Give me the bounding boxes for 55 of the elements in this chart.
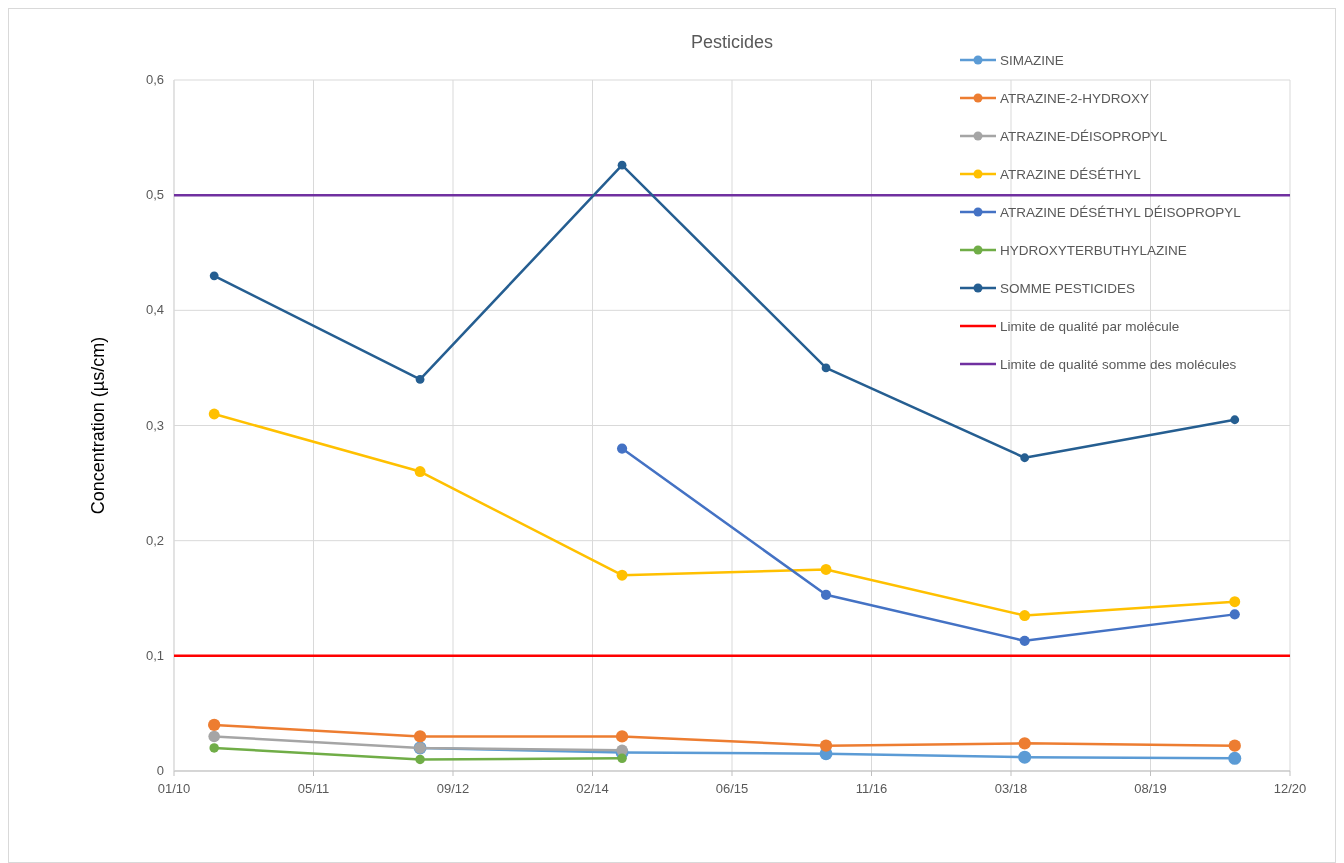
x-tick-label: 08/19 (1134, 781, 1167, 796)
legend-label: ATRAZINE-DÉISOPROPYL (1000, 129, 1168, 144)
x-tick-label: 12/20 (1273, 781, 1307, 796)
point (821, 363, 831, 373)
legend-label: ATRAZINE-2-HYDROXY (1000, 91, 1150, 106)
point (617, 160, 627, 170)
y-tick-label: 0,3 (145, 417, 164, 433)
legend-label: Limite de qualité par molécule (1000, 319, 1180, 334)
legend-label: ATRAZINE DÉSÉTHYL (1000, 167, 1142, 182)
y-tick-label: 0,6 (145, 72, 164, 87)
y-tick-label: 0 (156, 763, 164, 778)
point (1018, 750, 1032, 764)
point (208, 730, 220, 743)
legend-label: ATRAZINE DÉSÉTHYL DÉISOPROPYL (1000, 205, 1242, 220)
y-tick-label: 0,1 (145, 647, 164, 663)
point (1018, 737, 1031, 750)
point (208, 408, 220, 420)
chart-title: Pesticides (690, 32, 774, 52)
point (615, 730, 629, 743)
point (209, 271, 219, 281)
point (819, 739, 833, 752)
point (1228, 739, 1241, 752)
point (616, 569, 628, 581)
point (1228, 751, 1242, 765)
point (1019, 610, 1031, 621)
point (414, 466, 426, 478)
point (209, 743, 219, 753)
legend-label: SIMAZINE (1000, 53, 1064, 68)
point (1020, 453, 1030, 463)
x-tick-label: 09/12 (436, 781, 470, 796)
x-tick-label: 06/15 (715, 781, 749, 796)
legend-label: Limite de qualité somme des molécules (1000, 357, 1237, 372)
y-tick-label: 0,4 (145, 302, 164, 318)
y-tick-label: 0,5 (145, 187, 164, 203)
x-tick-label: 05/11 (297, 781, 330, 796)
point (820, 589, 832, 600)
point (820, 564, 832, 575)
x-tick-label: 03/18 (994, 781, 1028, 796)
point (415, 375, 425, 384)
point (208, 718, 221, 732)
y-tick-label: 0,2 (145, 532, 164, 548)
point (617, 753, 627, 764)
point (415, 754, 425, 765)
x-tick-label: 01/10 (157, 781, 191, 796)
legend-label: SOMME PESTICIDES (1000, 281, 1136, 296)
x-tick-label: 11/16 (855, 781, 888, 796)
point (413, 730, 427, 743)
x-tick-label: 02/14 (576, 781, 609, 796)
y-axis-title: Concentration (µs/cm) (88, 336, 108, 515)
point (1229, 609, 1240, 620)
point (616, 443, 628, 454)
point (1019, 635, 1030, 646)
legend-label: HYDROXYTERBUTHYLAZINE (1000, 243, 1187, 258)
point (1230, 415, 1240, 425)
point (1229, 596, 1241, 608)
